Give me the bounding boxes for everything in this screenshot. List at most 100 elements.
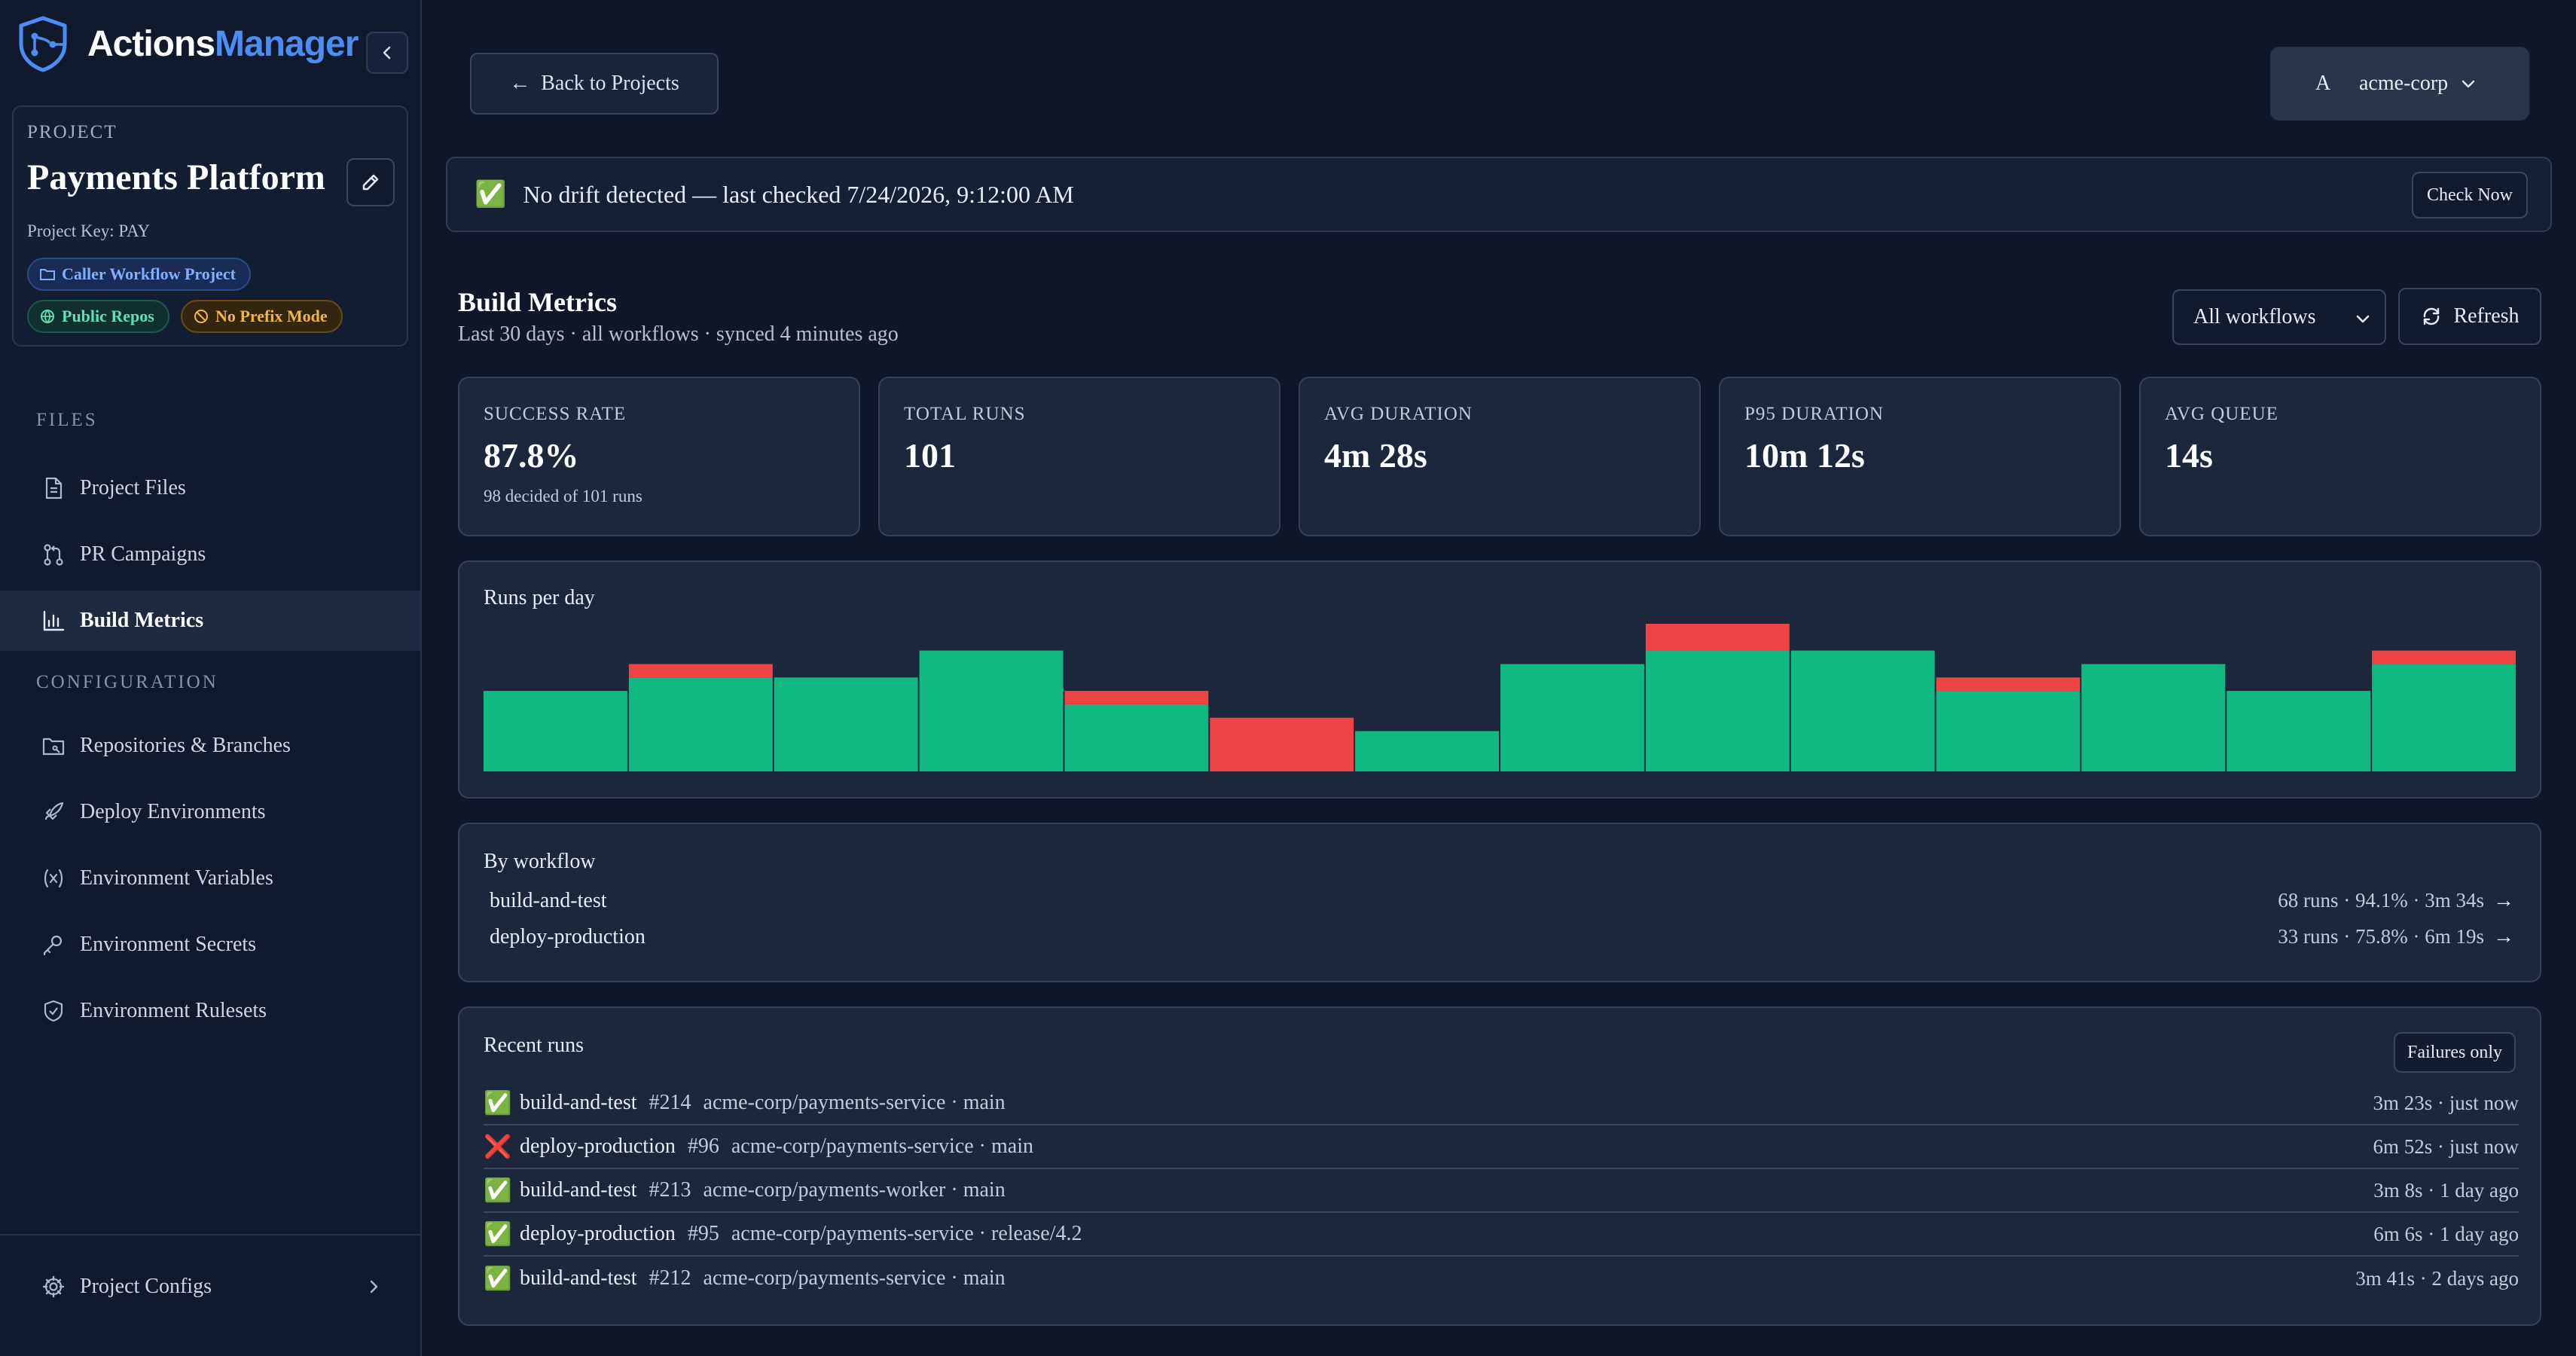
stat-label: SUCCESS RATE — [484, 404, 627, 424]
stat-label: AVG QUEUE — [2165, 404, 2278, 424]
public-repos-badge: Public Repos — [27, 300, 169, 333]
badge-label: Caller Workflow Project — [62, 264, 236, 283]
success-bar-12 — [2081, 664, 2226, 771]
run-row[interactable]: ✅ build-and-test #214 acme-corp/payments… — [484, 1082, 2519, 1125]
nav-build-metrics[interactable]: Build Metrics — [0, 591, 420, 651]
run-meta: 6m 52s · just now — [2373, 1135, 2519, 1158]
nav-pr-campaigns[interactable]: PR Campaigns — [0, 524, 420, 585]
stat-value: 87.8% — [484, 436, 579, 475]
sidebar-divider — [0, 1234, 420, 1235]
success-bar-10 — [1790, 650, 1935, 771]
nav-project-configs[interactable]: Project Configs — [0, 1257, 420, 1317]
workflow-row[interactable]: build-and-test 68 runs · 94.1% · 3m 34s … — [490, 889, 2514, 919]
shield-icon — [44, 1000, 63, 1022]
nav-project-files[interactable]: Project Files — [0, 458, 420, 518]
run-number: #212 — [649, 1266, 691, 1290]
run-row[interactable]: ✅ build-and-test #212 acme-corp/payments… — [484, 1257, 2519, 1300]
drift-status-bar: ✅ No drift detected — last checked 7/24/… — [446, 157, 2552, 232]
workflow-filter-select[interactable]: All workflows — [2172, 289, 2386, 345]
stat-value: 14s — [2165, 436, 2213, 475]
variable-icon — [44, 869, 63, 888]
failure-bar-5 — [1064, 691, 1209, 704]
success-bar-14 — [2372, 664, 2516, 771]
org-switcher[interactable]: A acme-corp — [2270, 47, 2529, 121]
workflow-name: build-and-test — [490, 889, 607, 912]
refresh-label: Refresh — [2453, 304, 2520, 328]
back-label: Back to Projects — [541, 72, 679, 95]
refresh-button[interactable]: Refresh — [2398, 288, 2541, 345]
run-number: #213 — [649, 1178, 691, 1202]
run-meta: 6m 6s · 1 day ago — [2373, 1222, 2519, 1245]
pencil-icon — [362, 174, 379, 191]
run-row[interactable]: ✅ build-and-test #213 acme-corp/payments… — [484, 1169, 2519, 1213]
no-prefix-badge: No Prefix Mode — [181, 300, 343, 333]
success-bar-13 — [2227, 691, 2371, 771]
stat-card-total-runs: TOTAL RUNS 101 — [878, 377, 1280, 536]
nav-deploy-environments[interactable]: Deploy Environments — [0, 782, 420, 842]
run-repo-branch: acme-corp/payments-service · main — [703, 1091, 1006, 1114]
success-icon: ✅ — [484, 1090, 512, 1116]
chevron-down-icon — [2462, 80, 2475, 88]
stat-value: 101 — [904, 436, 956, 475]
run-workflow-name: build-and-test — [520, 1178, 637, 1202]
nav-label: PR Campaigns — [80, 542, 206, 566]
main-content: ← Back to Projects A acme-corp ✅ No drif… — [423, 0, 2576, 1356]
arrow-right-icon: → — [2493, 889, 2514, 912]
run-workflow-name: deploy-production — [520, 1222, 676, 1245]
run-number: #214 — [649, 1091, 691, 1114]
stat-value: 4m 28s — [1324, 436, 1427, 475]
nav-label: Deploy Environments — [80, 800, 266, 823]
check-now-button[interactable]: Check Now — [2412, 172, 2528, 218]
nav-environment-variables[interactable]: Environment Variables — [0, 848, 420, 909]
stat-card-avg-duration: AVG DURATION 4m 28s — [1299, 377, 1701, 536]
success-bar-2 — [628, 677, 773, 771]
workflow-row[interactable]: deploy-production 33 runs · 75.8% · 6m 1… — [490, 925, 2514, 955]
nav-environment-rulesets[interactable]: Environment Rulesets — [0, 981, 420, 1041]
failures-only-button[interactable]: Failures only — [2394, 1032, 2516, 1073]
failure-bar-6 — [1210, 717, 1354, 771]
stat-label: TOTAL RUNS — [904, 404, 1026, 424]
success-icon: ✅ — [484, 1221, 512, 1247]
failure-icon: ❌ — [484, 1134, 512, 1159]
workflow-name: deploy-production — [490, 925, 646, 948]
org-avatar: A — [2315, 72, 2331, 95]
run-number: #96 — [687, 1135, 719, 1158]
stat-card-avg-queue: AVG QUEUE 14s — [2139, 377, 2541, 536]
run-repo-branch: acme-corp/payments-service · release/4.2 — [731, 1222, 1082, 1245]
brand[interactable]: ActionsManager — [15, 15, 359, 72]
nav-environment-secrets[interactable]: Environment Secrets — [0, 915, 420, 975]
folder-git-icon — [42, 738, 65, 756]
collapse-sidebar-button[interactable] — [366, 32, 408, 74]
chart-title: Runs per day — [484, 586, 595, 609]
app-title: ActionsManager — [87, 23, 359, 64]
files-section-label: FILES — [36, 410, 98, 430]
failure-bar-11 — [1936, 677, 2080, 692]
workflow-filter-value: All workflows — [2193, 305, 2316, 328]
edit-project-button[interactable] — [346, 158, 395, 206]
nav-label: Environment Variables — [80, 866, 273, 890]
back-to-projects-button[interactable]: ← Back to Projects — [470, 53, 719, 115]
file-icon — [45, 477, 63, 499]
stat-note: 98 decided of 101 runs — [484, 487, 642, 505]
run-row[interactable]: ✅ deploy-production #95 acme-corp/paymen… — [484, 1213, 2519, 1257]
refresh-icon — [2424, 307, 2440, 325]
run-repo-branch: acme-corp/payments-worker · main — [703, 1178, 1006, 1202]
workflow-stats: 33 runs · 75.8% · 6m 19s — [2278, 925, 2484, 948]
caller-workflow-badge: Caller Workflow Project — [27, 258, 251, 291]
arrow-right-icon: → — [2493, 925, 2514, 948]
run-repo-branch: acme-corp/payments-service · main — [731, 1135, 1033, 1158]
recent-runs-title: Recent runs — [484, 1034, 584, 1057]
by-workflow-title: By workflow — [484, 850, 596, 873]
nav-label: Build Metrics — [80, 609, 204, 632]
run-repo-branch: acme-corp/payments-service · main — [703, 1266, 1006, 1290]
arrow-left-icon: ← — [509, 72, 531, 95]
stat-card-p95-duration: P95 DURATION 10m 12s — [1719, 377, 2121, 536]
run-row[interactable]: ❌ deploy-production #96 acme-corp/paymen… — [484, 1125, 2519, 1169]
run-number: #95 — [687, 1222, 719, 1245]
project-card: PROJECT Payments Platform Project Key: P… — [12, 105, 408, 347]
nav-repositories-branches[interactable]: Repositories & Branches — [0, 716, 420, 776]
workflow-stats: 68 runs · 94.1% · 3m 34s — [2278, 889, 2484, 912]
org-name: acme-corp — [2359, 72, 2449, 95]
failure-bar-2 — [628, 664, 773, 678]
git-pull-request-icon — [44, 544, 63, 566]
